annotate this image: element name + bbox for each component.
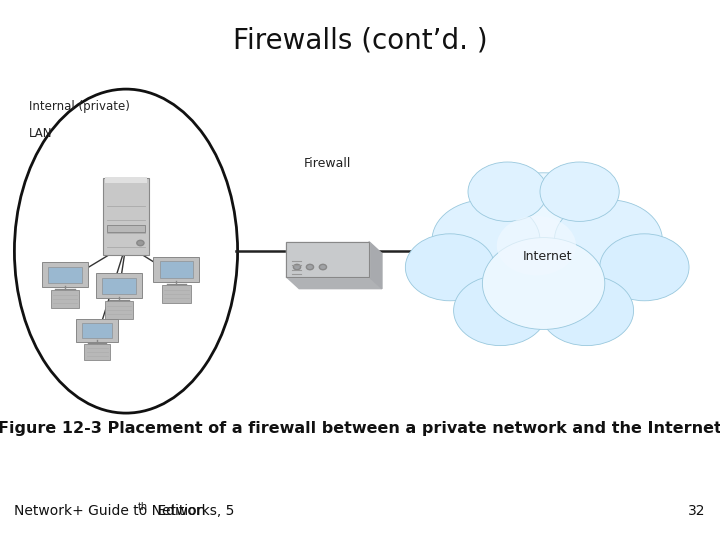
Circle shape (482, 238, 605, 329)
Polygon shape (369, 241, 382, 288)
Circle shape (468, 162, 547, 221)
Text: Firewall: Firewall (304, 157, 351, 170)
Text: 32: 32 (688, 504, 706, 518)
Circle shape (320, 264, 327, 269)
FancyBboxPatch shape (102, 278, 135, 294)
Text: Internet: Internet (523, 250, 572, 263)
Circle shape (475, 173, 612, 275)
FancyBboxPatch shape (160, 261, 193, 278)
FancyBboxPatch shape (162, 285, 191, 302)
FancyBboxPatch shape (105, 177, 147, 183)
Circle shape (137, 240, 144, 246)
Text: th: th (138, 502, 148, 512)
Circle shape (600, 234, 689, 301)
FancyBboxPatch shape (42, 262, 88, 287)
FancyBboxPatch shape (153, 256, 199, 282)
Text: Firewalls (cont’d. ): Firewalls (cont’d. ) (233, 27, 487, 55)
Polygon shape (287, 241, 369, 276)
Text: Edition: Edition (153, 504, 205, 518)
Circle shape (540, 162, 619, 221)
Circle shape (554, 200, 662, 281)
FancyBboxPatch shape (103, 178, 149, 255)
Text: LAN: LAN (29, 127, 53, 140)
FancyBboxPatch shape (96, 273, 142, 298)
FancyBboxPatch shape (50, 290, 79, 308)
Ellipse shape (14, 89, 238, 413)
FancyBboxPatch shape (76, 319, 118, 341)
FancyBboxPatch shape (104, 301, 133, 319)
Circle shape (497, 216, 576, 275)
Circle shape (294, 264, 301, 269)
Text: Figure 12-3 Placement of a firewall between a private network and the Internet: Figure 12-3 Placement of a firewall betw… (0, 421, 720, 436)
Text: Internal (private): Internal (private) (29, 100, 130, 113)
Circle shape (405, 234, 495, 301)
Circle shape (454, 275, 547, 346)
Circle shape (540, 275, 634, 346)
Text: Network+ Guide to Networks, 5: Network+ Guide to Networks, 5 (14, 504, 235, 518)
FancyBboxPatch shape (82, 323, 112, 338)
FancyBboxPatch shape (48, 267, 81, 283)
FancyBboxPatch shape (107, 225, 145, 232)
Circle shape (432, 200, 540, 281)
FancyBboxPatch shape (84, 344, 110, 360)
Circle shape (307, 264, 314, 269)
Polygon shape (287, 276, 382, 288)
